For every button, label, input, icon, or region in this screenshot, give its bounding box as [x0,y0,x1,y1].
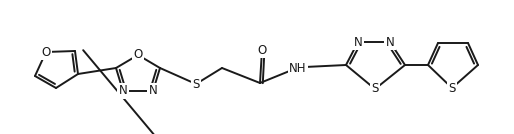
Text: N: N [386,36,394,49]
Text: O: O [41,46,50,59]
Text: NH: NH [289,62,307,75]
Text: O: O [133,49,142,62]
Text: S: S [371,83,379,96]
Text: N: N [149,85,157,98]
Text: O: O [258,44,267,57]
Text: S: S [192,77,199,90]
Text: S: S [448,81,456,94]
Text: N: N [354,36,362,49]
Text: N: N [119,85,127,98]
